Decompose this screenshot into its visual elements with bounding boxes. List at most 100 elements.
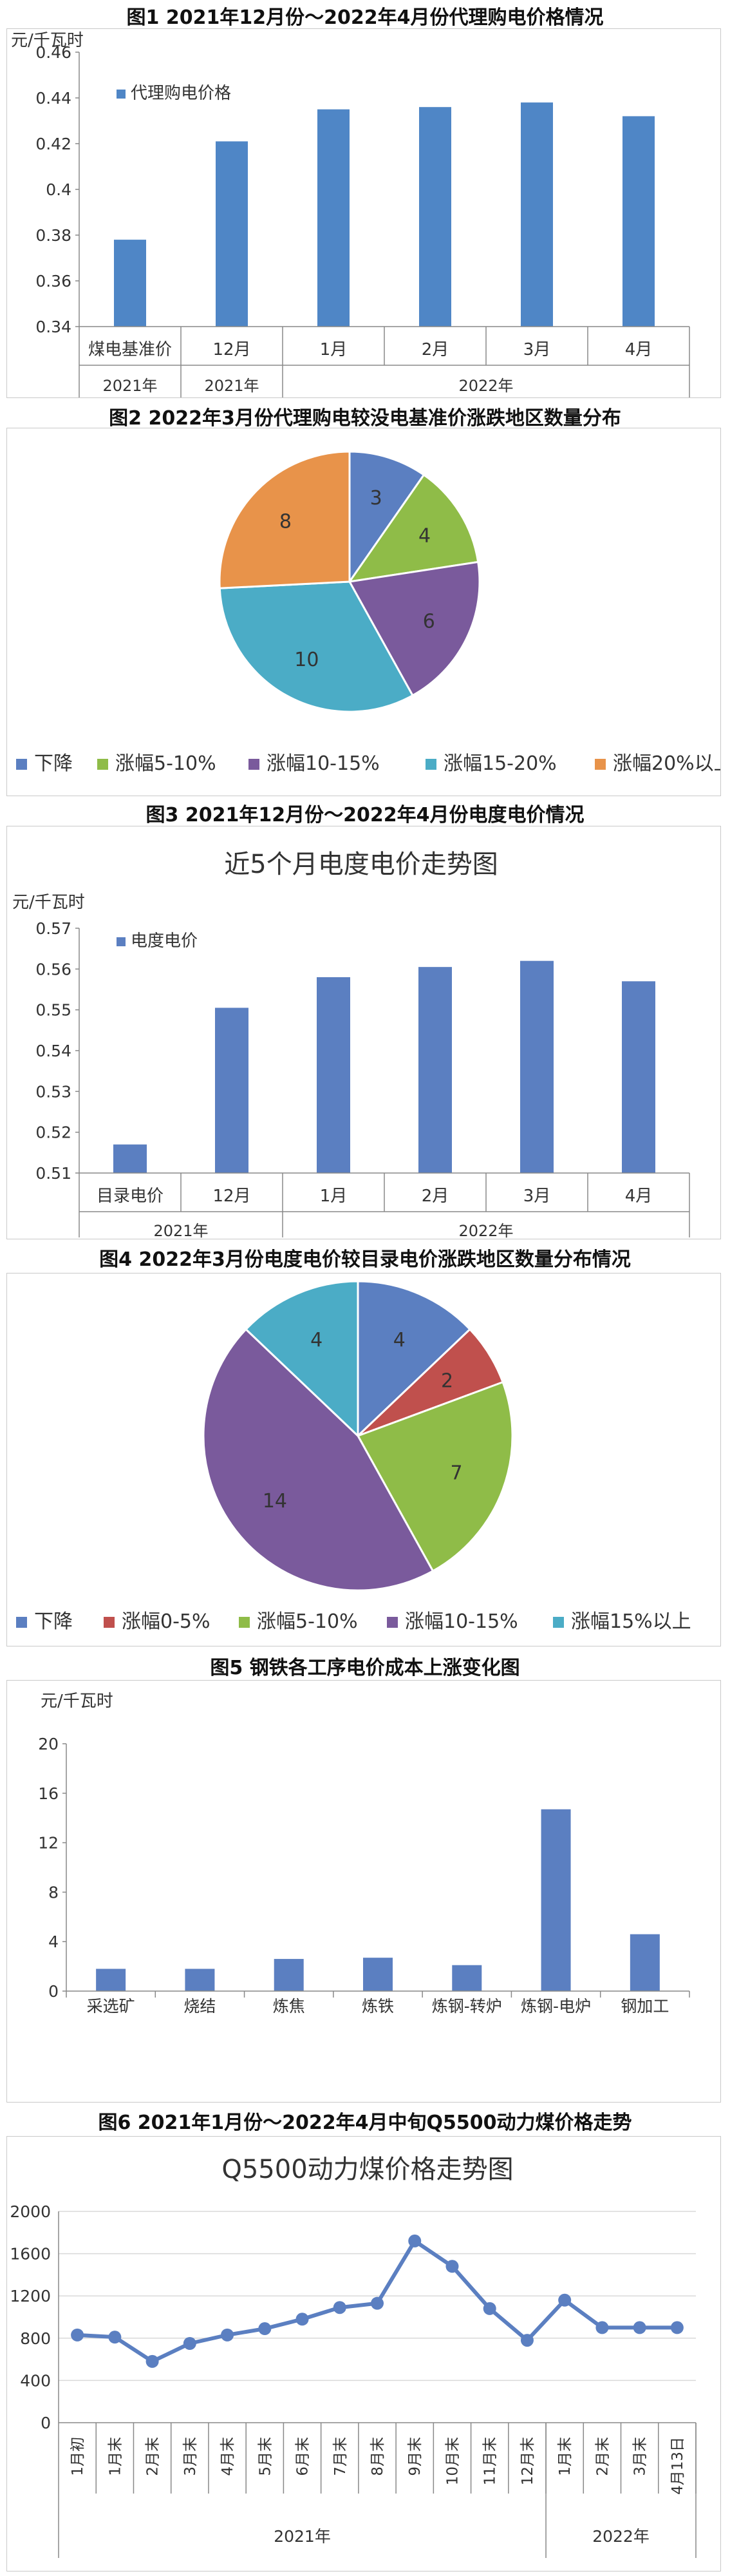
y-tick-label: 0: [41, 2414, 51, 2432]
x-tick-label: 2月: [422, 340, 449, 359]
legend-swatch: [117, 90, 126, 99]
y-axis-label: 元/千瓦时: [11, 31, 84, 50]
x-tick-label: 9月末: [407, 2437, 424, 2476]
pie-slice-3: [356, 1380, 514, 1572]
y-tick-label: 0.4: [46, 180, 71, 199]
pie-slice-5: [218, 450, 351, 589]
y-tick-label: 1200: [10, 2287, 51, 2305]
y-tick-label: 400: [20, 2371, 51, 2390]
y-axis-label: 元/千瓦时: [41, 1692, 113, 1711]
y-tick-label: 0.53: [35, 1082, 71, 1101]
bar-1: [113, 1144, 147, 1173]
y-axis-label: 元/千瓦时: [12, 893, 85, 912]
data-point-1: [71, 2328, 84, 2342]
x-tick-label: 3月: [523, 340, 551, 359]
figure-5-caption: 图5 钢铁各工序电价成本上涨变化图: [210, 1657, 520, 1679]
pie-slice-3: [348, 560, 481, 697]
x-tick-label: 11月末: [482, 2437, 499, 2485]
y-tick-label: 0.34: [35, 318, 71, 336]
y-tick-label: 0.42: [35, 135, 71, 153]
legend-swatch: [239, 1617, 250, 1628]
x-tick-label: 炼焦: [273, 1997, 305, 2016]
x-tick-label: 1月: [320, 1187, 348, 1206]
x-tick-label: 8月末: [370, 2437, 386, 2476]
x-tick-label: 1月末: [107, 2437, 124, 2476]
x-tick-label: 4月: [625, 1187, 653, 1206]
pie-data-label: 7: [450, 1462, 462, 1485]
data-point-10: [408, 2234, 422, 2247]
y-tick-label: 0.54: [35, 1042, 71, 1060]
y-tick-label: 0: [48, 1982, 59, 2001]
pie-slice-5: [244, 1280, 359, 1438]
bar-1: [96, 1969, 126, 1991]
data-point-13: [520, 2334, 534, 2347]
legend-label: 涨幅20%以上: [613, 752, 720, 775]
legend-swatch: [248, 759, 259, 770]
x-tick-label: 4月: [625, 340, 653, 359]
data-point-17: [670, 2321, 684, 2334]
data-point-9: [371, 2296, 384, 2310]
x-group-label: 2021年: [102, 377, 157, 395]
bar-5: [452, 1965, 482, 1991]
bar-4: [363, 1958, 393, 1991]
data-point-5: [221, 2328, 234, 2342]
y-tick-label: 0.55: [35, 1001, 71, 1020]
pie-slice-4: [202, 1328, 435, 1592]
figure-4-caption: 图4 2022年3月份电度电价较目录电价涨跌地区数量分布情况: [99, 1248, 631, 1271]
data-point-2: [108, 2331, 122, 2344]
pie-data-label: 14: [263, 1490, 287, 1512]
x-tick-label: 钢加工: [621, 1997, 669, 2016]
legend-swatch: [97, 759, 108, 770]
data-point-11: [445, 2260, 459, 2273]
legend-label: 代理购电价格: [131, 84, 231, 103]
figure-3-panel: 近5个月电度电价走势图 元/千瓦时 0.51 0.52 0.53 0.54 0.55 0.56…: [6, 826, 721, 1239]
bar-5: [521, 102, 553, 327]
pie-data-label: 4: [418, 524, 431, 547]
x-tick-label: 2月: [422, 1187, 449, 1206]
bar-3: [317, 977, 350, 1173]
pie-data-label: 6: [423, 610, 435, 633]
y-tick-label: 0.46: [35, 43, 71, 62]
price-bar-chart: 元/千瓦时 0.34 0.36 0.38 0.4 0.42 0.44 0.46 代理购电价格煤电…: [11, 31, 690, 397]
region-change-pie-chart: 3 4 6 10 8 下降 涨幅5-10% 涨幅10-15% 涨幅15-20% 涨幅20%以上: [16, 450, 720, 775]
x-tick-label: 烧结: [183, 1997, 216, 2016]
legend-swatch: [16, 1617, 27, 1628]
data-point-12: [483, 2302, 496, 2315]
y-tick-label: 0.51: [35, 1164, 71, 1183]
y-tick-label: 0.44: [35, 89, 71, 108]
pie-slice-2: [347, 473, 480, 584]
steel-process-bar-chart: 元/千瓦时 0 4 8 12 16 20 采选矿 烧结 炼焦 炼铁 炼钢-转炉 炼钢-电炉 钢加工: [38, 1692, 690, 2016]
x-tick-label: 炼铁: [362, 1997, 394, 2016]
bar-4: [418, 967, 452, 1173]
pie-data-label: 10: [294, 649, 319, 671]
bar-6: [622, 116, 655, 327]
bar-3: [274, 1959, 304, 1991]
data-point-14: [558, 2293, 572, 2307]
figure-6-caption: 图6 2021年1月份～2022年4月中旬Q5500动力煤价格走势: [98, 2112, 632, 2134]
y-tick-label: 20: [38, 1735, 59, 1753]
x-group-label: 2022年: [458, 1222, 513, 1239]
legend-label: 电度电价: [131, 931, 198, 951]
chart-title: Q5500动力煤价格走势图: [221, 2155, 513, 2184]
y-tick-label: 800: [20, 2329, 51, 2348]
x-group-label: 2021年: [274, 2527, 331, 2546]
chart-title: 近5个月电度电价走势图: [224, 850, 498, 879]
legend-swatch: [16, 759, 27, 770]
x-group-label: 2022年: [458, 377, 513, 395]
x-tick-label: 3月: [523, 1187, 551, 1206]
x-tick-label: 7月末: [332, 2437, 349, 2476]
x-tick-label: 1月末: [557, 2437, 574, 2476]
x-tick-label: 5月末: [257, 2437, 274, 2476]
y-tick-label: 12: [38, 1834, 59, 1853]
legend-label: 涨幅15-20%: [444, 752, 557, 775]
y-tick-label: 8: [48, 1883, 59, 1902]
x-tick-label: 2月末: [145, 2437, 162, 2476]
bar-7: [630, 1934, 660, 1991]
x-group-label: 2021年: [204, 377, 259, 395]
x-tick-label: 炼钢-电炉: [521, 1997, 591, 2016]
figure-4-panel: 4 2 7 14 4 下降 涨幅0-5% 涨幅5-10% 涨幅10-15% 涨幅15%以上: [6, 1273, 721, 1646]
x-tick-label: 3月末: [182, 2437, 199, 2476]
data-point-16: [633, 2321, 646, 2334]
legend-swatch: [553, 1617, 564, 1628]
